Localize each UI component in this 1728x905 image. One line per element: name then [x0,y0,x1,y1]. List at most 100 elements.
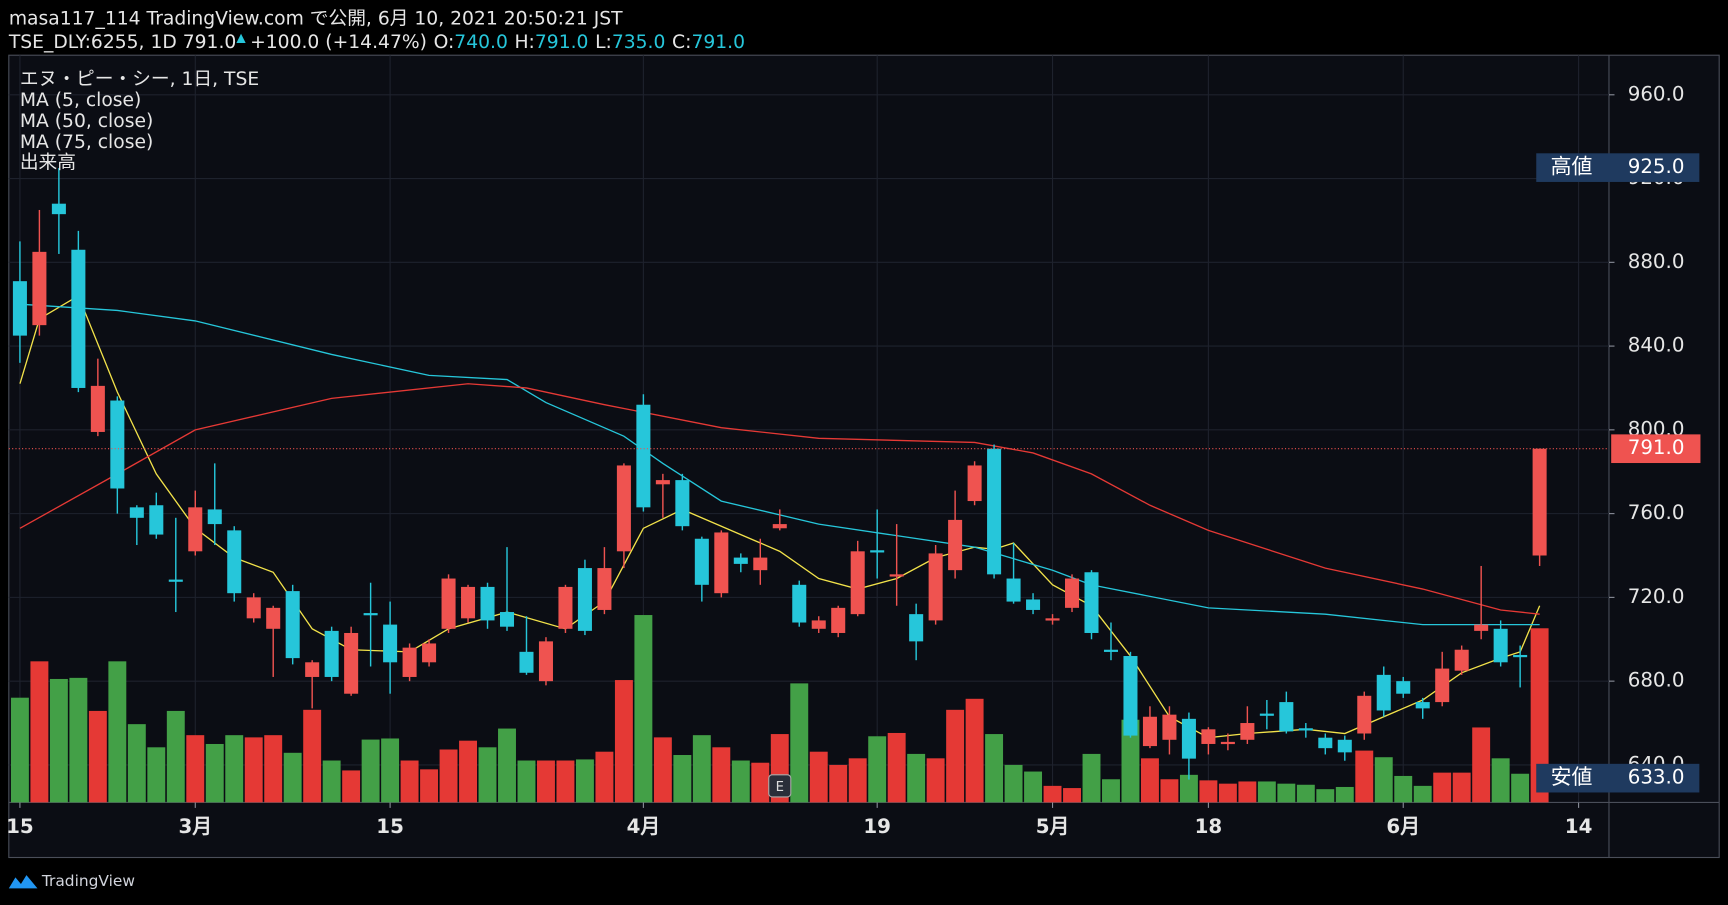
ma-line [19,294,1541,739]
x-tick-label: 5月 [1036,815,1070,838]
volume-bar [614,680,633,803]
o-label: O: [434,31,455,52]
candle-body [461,586,476,619]
x-tick-label: 4月 [627,815,661,838]
x-tick-label: 14 [1565,815,1593,838]
h-value: 791.0 [535,31,589,52]
candle-body [850,551,865,615]
candle-body [811,620,826,629]
volume-bar [1082,753,1101,803]
event-label: E [776,780,784,795]
chart-frame [8,54,1720,859]
volume-bar [1296,784,1315,803]
h-label: H: [514,31,534,52]
volume-bar [1024,771,1043,803]
candle-body [1220,741,1235,745]
candle-body [1065,578,1080,608]
volume-bar [10,697,29,803]
volume [10,615,1549,803]
candle-body [51,203,66,215]
volume-bar [634,615,653,803]
volume-bar [303,709,322,803]
candle-body [1026,599,1041,610]
candle-body [870,550,885,553]
y-tick-label: 960.0 [1628,82,1685,105]
volume-bar [1004,764,1023,803]
legend-entry: MA (5, close) [20,90,142,111]
candle-body [499,612,515,627]
volume-bar [108,661,127,803]
candle-body [1376,674,1391,711]
volume-bar [985,734,1004,803]
candle-body [655,480,670,485]
volume-bar [264,735,283,803]
candle-body [266,607,281,629]
candle-body [597,568,612,610]
x-tick-label: 15 [376,815,404,838]
volume-bar [751,762,770,803]
candle-body [616,465,631,552]
candle-body [441,578,456,629]
volume-bar [186,735,205,803]
volume-bar [887,732,906,803]
volume-bar [1472,727,1491,803]
candle-body [149,505,164,535]
volume-bar [244,737,263,803]
volume-bar [517,760,536,803]
volume-bar [1355,750,1374,803]
marker-value: 925.0 [1628,155,1685,178]
candle-body [538,641,553,682]
event-box [768,774,792,798]
candle-body [1162,714,1177,740]
candle-body [324,630,339,677]
candle-body [305,662,320,677]
volume-bar [30,661,49,803]
volume-bar [166,710,185,803]
volume-bar [127,724,146,803]
header-quote: TSE_DLY:6255, 1D 791.0▲ +100.0 (+14.47%) O… [8,30,745,52]
volume-bar [868,736,887,803]
candle-body [1201,729,1216,744]
candle-body [1396,681,1411,694]
volume-bar [537,760,555,803]
x-tick-label: 15 [6,815,34,838]
candle-body [694,538,709,585]
volume-bar [283,752,302,803]
candle-body [1240,723,1255,740]
volume-bar [1160,779,1179,803]
candle-body [1123,656,1138,736]
y-tick-label: 760.0 [1628,501,1685,524]
candle-body [928,553,943,621]
volume-bar [1491,758,1510,803]
volume-bar [790,683,809,803]
volume-bar [1335,786,1354,803]
volume-bar [381,738,400,803]
volume-bar [1238,781,1257,803]
candle-body [1045,618,1060,621]
candle-body [402,647,417,677]
volume-bar [69,677,88,803]
candle-body [110,400,125,489]
volume-bar [1102,779,1120,803]
candle-body [714,532,729,594]
volume-bar [1199,780,1218,803]
o-value: 740.0 [454,31,508,52]
ma-line [19,383,1540,615]
volume-bar [49,678,68,803]
footer-logo: TradingView [8,872,135,890]
candle-body [558,586,573,629]
volume-bar [1511,773,1530,803]
candle-body [948,519,963,571]
volume-bar [926,758,945,803]
candle-body [1259,713,1274,716]
candle-body [1357,695,1372,734]
candle-body [1474,624,1489,631]
volume-bar [556,760,575,803]
candle-body [519,651,534,673]
candle-body [733,557,748,564]
y-tick-label: 720.0 [1628,585,1685,608]
x-tick-label: 3月 [178,815,212,838]
volume-bar [692,735,711,803]
c-value: 791.0 [691,31,745,52]
volume-bar [946,709,965,803]
